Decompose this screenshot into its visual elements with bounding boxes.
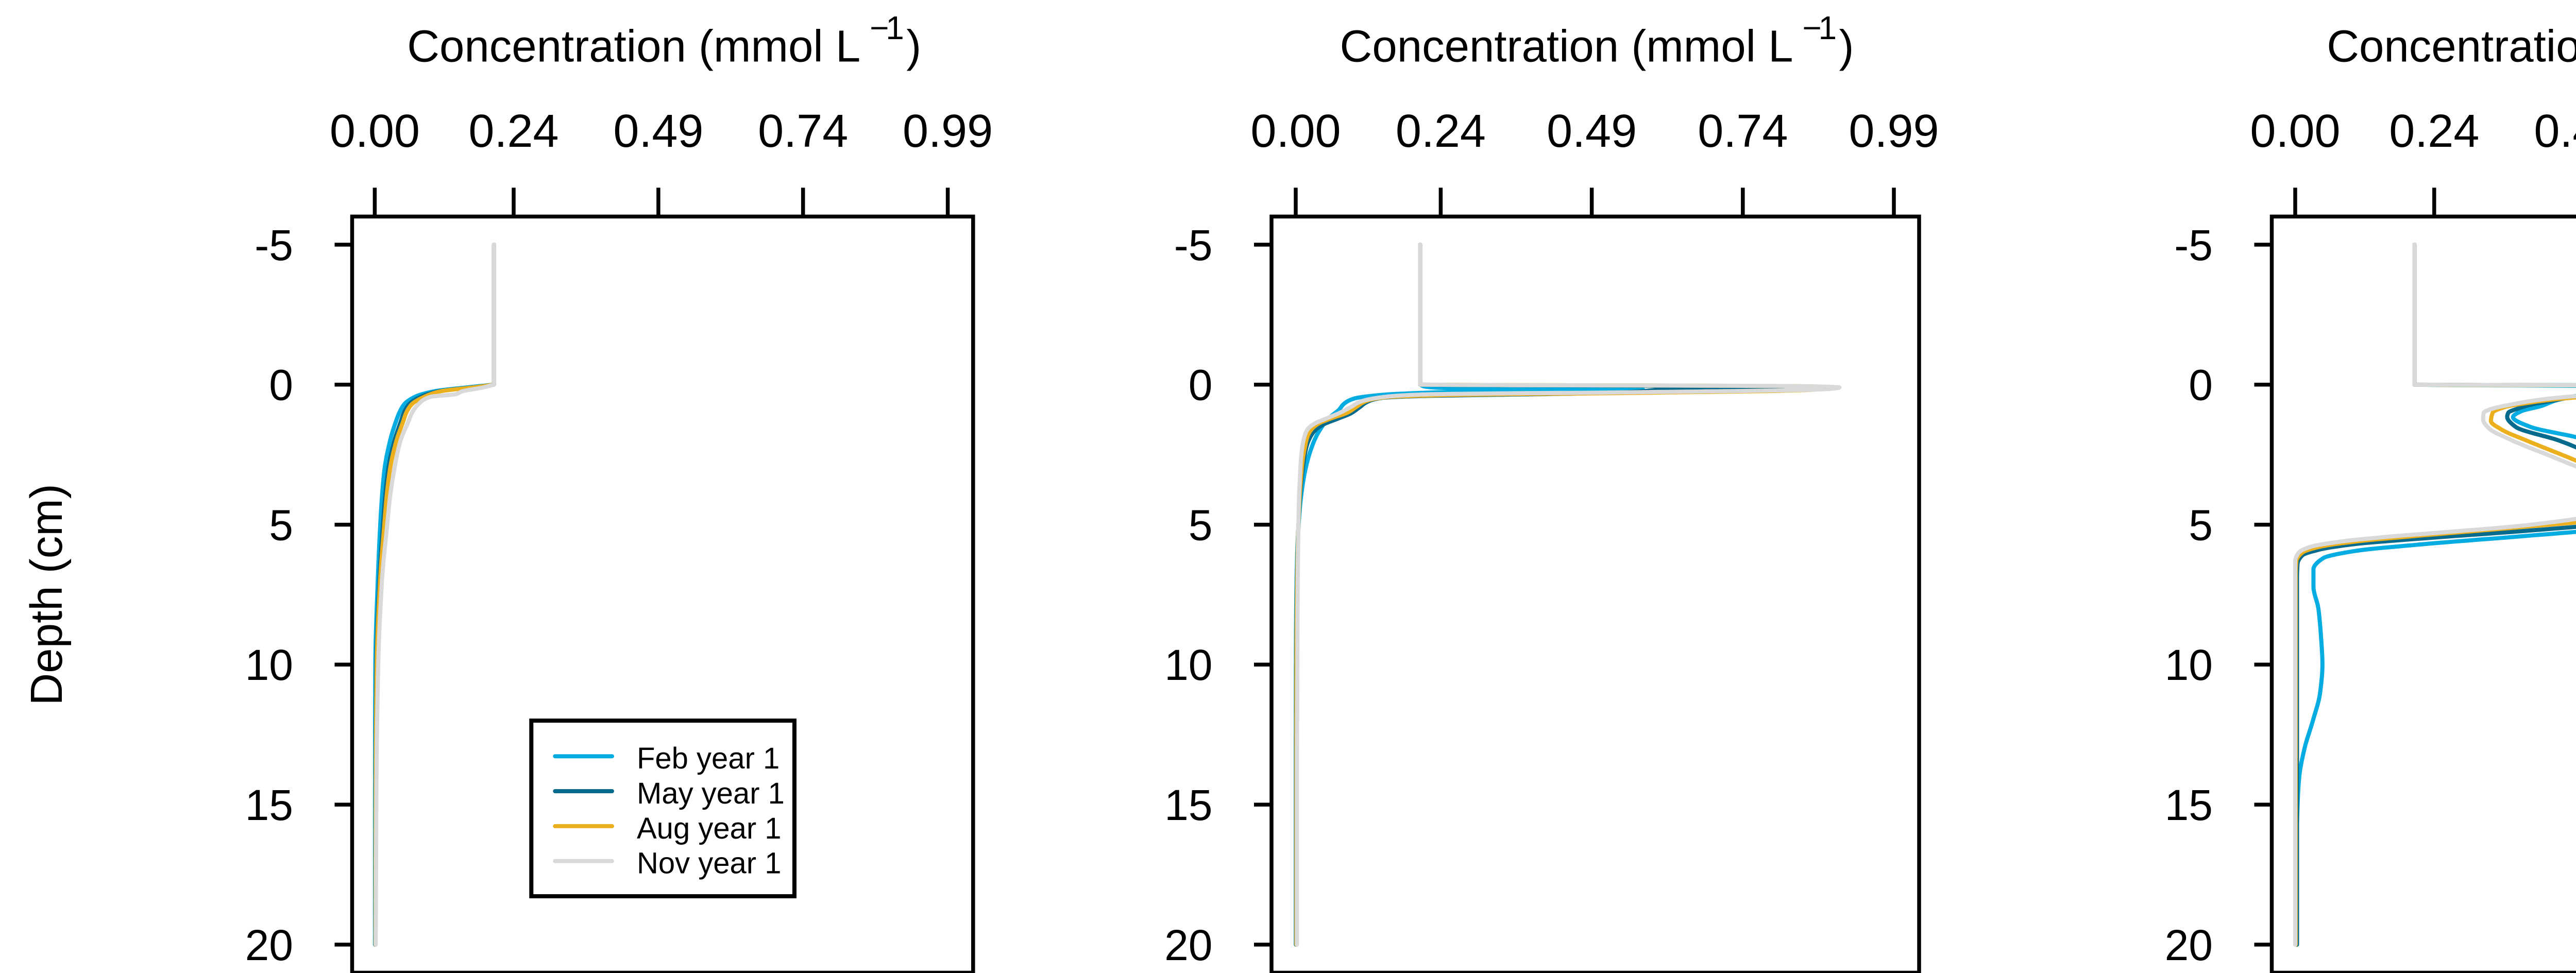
svg-text:0.00: 0.00 [330,106,420,157]
svg-text:0.00: 0.00 [1250,106,1341,157]
svg-text:10: 10 [1164,641,1212,689]
svg-text:-5: -5 [255,221,293,269]
svg-text:1: 1 [886,9,904,46]
svg-text:0: 0 [269,361,293,409]
svg-text:0.49: 0.49 [1547,106,1637,157]
svg-text:−: − [1803,9,1822,46]
svg-text:0.49: 0.49 [2534,106,2576,157]
svg-text:15: 15 [245,781,293,829]
svg-text:0.74: 0.74 [1698,106,1788,157]
svg-text:0: 0 [2189,361,2213,409]
svg-text:10: 10 [245,641,293,689]
svg-text:20: 20 [1164,921,1212,969]
svg-text:0.99: 0.99 [1849,106,1939,157]
svg-text:Concentration (mmol L: Concentration (mmol L [2327,22,2576,72]
svg-text:Concentration (mmol L: Concentration (mmol L [1340,22,1793,72]
svg-text:20: 20 [2165,921,2213,969]
svg-text:5: 5 [269,501,293,550]
svg-text:Nov year 1: Nov year 1 [637,847,781,880]
svg-text:-5: -5 [1174,221,1213,269]
svg-text:0.99: 0.99 [903,106,993,157]
svg-text:−: − [870,9,889,46]
svg-text:5: 5 [1189,501,1213,550]
svg-text:0.49: 0.49 [613,106,703,157]
svg-text:15: 15 [1164,781,1212,829]
svg-text:0.24: 0.24 [1396,106,1486,157]
svg-text:1: 1 [1819,9,1837,46]
svg-text:Concentration (mmol L: Concentration (mmol L [407,22,860,72]
svg-text:-5: -5 [2174,221,2213,269]
svg-text:0.74: 0.74 [758,106,848,157]
svg-text:): ) [1839,22,1854,72]
svg-text:5: 5 [2189,501,2213,550]
svg-text:Depth (cm): Depth (cm) [22,484,72,705]
svg-text:0.24: 0.24 [468,106,558,157]
svg-text:): ) [906,22,921,72]
svg-text:Aug year 1: Aug year 1 [637,812,782,845]
svg-text:May year 1: May year 1 [637,777,785,810]
svg-text:0: 0 [1189,361,1213,409]
svg-text:20: 20 [245,921,293,969]
svg-text:0.24: 0.24 [2389,106,2479,157]
svg-text:15: 15 [2165,781,2213,829]
svg-text:10: 10 [2165,641,2213,689]
svg-text:0.00: 0.00 [2250,106,2340,157]
svg-text:Feb year 1: Feb year 1 [637,742,779,775]
